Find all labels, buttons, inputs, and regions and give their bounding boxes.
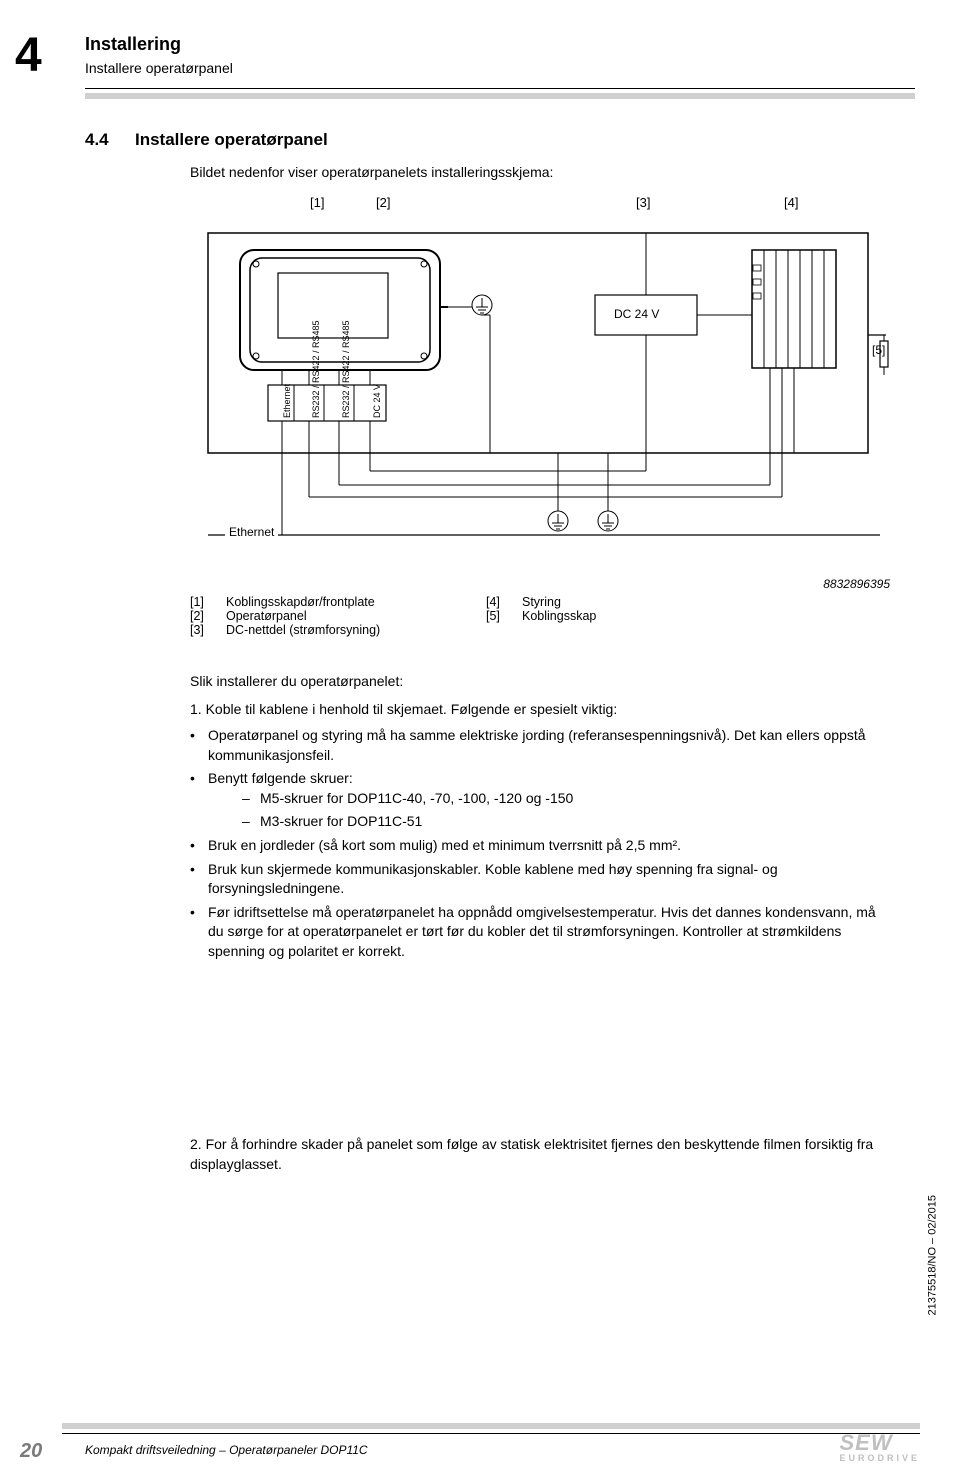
section-intro: Bildet nedenfor viser operatørpanelets i…	[190, 164, 553, 180]
diagram-ref-4: [4]	[784, 195, 798, 210]
legend-row: [2] Operatørpanel [5] Koblingsskap	[190, 609, 890, 623]
list-item: Bruk kun skjermede kommunikasjonskabler.…	[190, 860, 890, 899]
chapter-number: 4	[15, 28, 42, 83]
legend-val: Styring	[522, 595, 890, 609]
section-title: Installere operatørpanel	[135, 130, 328, 150]
diagram-ethernet-label: Ethernet	[225, 525, 278, 539]
header-gray-bar	[85, 93, 915, 99]
list-item: Før idriftsettelse må operatørpanelet ha…	[190, 903, 890, 962]
legend-key	[486, 623, 522, 637]
section-number: 4.4	[85, 130, 109, 150]
brand-logo: SEW EURODRIVE	[839, 1433, 920, 1463]
legend-val: Koblingsskapdør/frontplate	[226, 595, 486, 609]
legend-key: [3]	[190, 623, 226, 637]
bullet-list: Operatørpanel og styring må ha samme ele…	[190, 726, 890, 966]
list-item: Bruk en jordleder (så kort som mulig) me…	[190, 836, 890, 856]
diagram-dc-box-label: DC 24 V	[614, 307, 659, 321]
footer-rule	[62, 1433, 920, 1434]
legend-key: [5]	[486, 609, 522, 623]
instruction-heading: Slik installerer du operatørpanelet:	[190, 672, 890, 692]
port-label-rs2: RS232 / RS422 / RS485	[341, 320, 351, 418]
legend-val: Operatørpanel	[226, 609, 486, 623]
legend-val	[522, 623, 890, 637]
list-item: M5-skruer for DOP11C-40, -70, -100, -120…	[242, 789, 890, 809]
logo-sub: EURODRIVE	[839, 1453, 920, 1463]
chapter-title: Installering	[85, 34, 181, 55]
diagram-legend: 8832896395 [1] Koblingsskapdør/frontplat…	[190, 595, 890, 637]
step-2: 2. For å forhindre skader på panelet som…	[190, 1135, 890, 1174]
legend-row: [1] Koblingsskapdør/frontplate [4] Styri…	[190, 595, 890, 609]
legend-val: DC-nettdel (strømforsyning)	[226, 623, 486, 637]
chapter-subtitle: Installere operatørpanel	[85, 60, 233, 76]
legend-val: Koblingsskap	[522, 609, 890, 623]
diagram-ref-2: [2]	[376, 195, 390, 210]
legend-key: [2]	[190, 609, 226, 623]
document-revision: 21375518/NO – 02/2015	[926, 1195, 938, 1316]
list-item-label: Benytt følgende skruer:	[208, 770, 353, 786]
figure-id: 8832896395	[823, 577, 890, 591]
legend-key: [1]	[190, 595, 226, 609]
wiring-diagram: [1] [2] [3] [4] [5] DC 24 V Ethernet RS2…	[190, 195, 890, 575]
port-label-rs1: RS232 / RS422 / RS485	[311, 320, 321, 418]
list-item: M3-skruer for DOP11C-51	[242, 812, 890, 832]
diagram-ref-3: [3]	[636, 195, 650, 210]
list-item: Benytt følgende skruer: M5-skruer for DO…	[190, 769, 890, 832]
legend-row: [3] DC-nettdel (strømforsyning)	[190, 623, 890, 637]
page-number: 20	[20, 1440, 42, 1463]
port-label-ethernet: Ethernet	[282, 384, 292, 418]
step-1: 1. Koble til kablene i henhold til skjem…	[190, 700, 890, 720]
footer-gray-bar	[62, 1423, 920, 1429]
list-item: Operatørpanel og styring må ha samme ele…	[190, 726, 890, 765]
page: 4 Installering Installere operatørpanel …	[0, 0, 960, 1475]
header-rule	[85, 88, 915, 89]
diagram-ref-1: [1]	[310, 195, 324, 210]
footer-doc-title: Kompakt driftsveiledning – Operatørpanel…	[85, 1443, 368, 1457]
port-label-dc: DC 24 V	[372, 384, 382, 418]
legend-key: [4]	[486, 595, 522, 609]
diagram-ref-5: [5]	[872, 343, 885, 357]
logo-main: SEW	[839, 1433, 920, 1453]
